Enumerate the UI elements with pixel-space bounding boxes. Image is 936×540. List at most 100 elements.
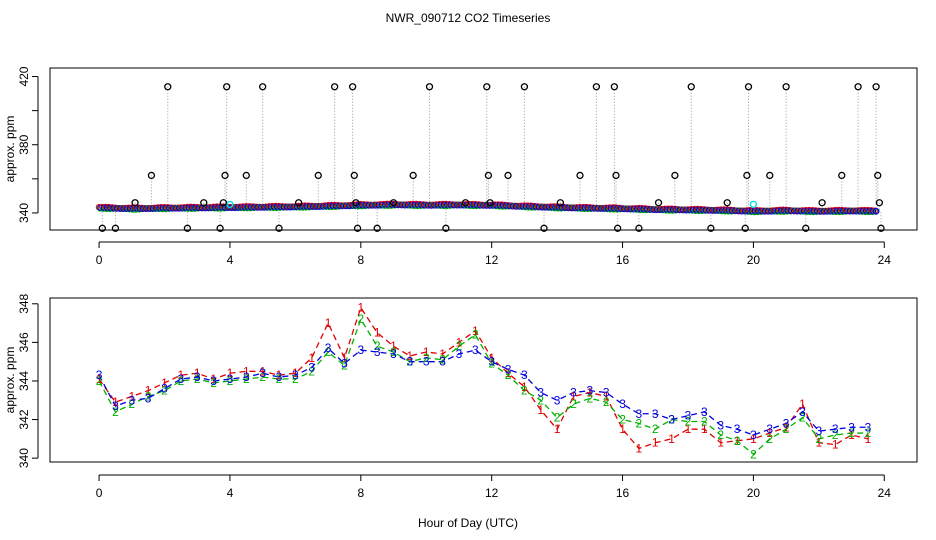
series-3-marker: 3 xyxy=(357,343,364,357)
baseline-point-blue xyxy=(872,207,880,215)
series-1-marker: 1 xyxy=(243,364,250,378)
series-3-marker: 3 xyxy=(701,405,708,419)
flagged-point xyxy=(723,199,731,207)
flagged-point xyxy=(183,224,192,232)
series-3-marker: 3 xyxy=(472,343,479,357)
flagged-point xyxy=(504,171,512,180)
flagged-point xyxy=(486,199,494,207)
series-3-marker: 3 xyxy=(652,407,659,421)
top-x-axis: 0 4 8 12 16 20 24 xyxy=(96,241,891,267)
series-2-marker: 2 xyxy=(636,416,643,430)
flagged-point xyxy=(442,224,450,232)
flagged-point xyxy=(216,224,224,232)
series-1-marker: 1 xyxy=(439,347,446,361)
flagged-point xyxy=(766,171,774,180)
series-2-marker: 2 xyxy=(816,432,823,446)
top-data-marks xyxy=(95,83,885,232)
series-3-marker: 3 xyxy=(112,399,119,413)
flagged-point xyxy=(654,199,663,207)
bottom-x-axis: 0 4 8 12 16 20 24 xyxy=(96,474,892,500)
bottom-plot-frame xyxy=(49,297,918,463)
flagged-point xyxy=(330,83,339,91)
flagged-point xyxy=(610,83,619,91)
series-2-marker: 2 xyxy=(407,355,414,369)
flagged-point xyxy=(556,199,565,207)
top-x-tick-label: 12 xyxy=(485,253,499,267)
flagged-point xyxy=(314,171,322,180)
series-2-marker: 2 xyxy=(537,393,544,407)
flagged-point xyxy=(219,199,228,207)
series-3-marker: 3 xyxy=(603,386,610,400)
series-2-marker: 2 xyxy=(652,422,659,436)
series-3-marker: 3 xyxy=(586,384,593,398)
series-3-marker: 3 xyxy=(194,370,201,384)
top-x-tick-label: 4 xyxy=(227,253,234,267)
series-2-marker: 2 xyxy=(603,395,610,409)
series-2-marker: 2 xyxy=(619,413,626,427)
series-1-marker: 1 xyxy=(227,366,234,380)
series-2-marker: 2 xyxy=(439,353,446,367)
series-3-marker: 3 xyxy=(407,355,414,369)
flagged-point xyxy=(520,83,529,91)
series-3-marker: 3 xyxy=(816,424,823,438)
series-3-marker: 3 xyxy=(96,368,103,382)
series-2-marker: 2 xyxy=(701,414,708,428)
top-y-tick-label: 420 xyxy=(17,66,31,86)
series-1-marker: 1 xyxy=(194,366,201,380)
cyan-point xyxy=(226,200,234,209)
flagged-point xyxy=(409,171,417,180)
series-3-marker: 3 xyxy=(390,347,397,361)
series-3-marker: 3 xyxy=(259,366,266,380)
flagged-point xyxy=(461,199,470,207)
series-3-marker: 3 xyxy=(243,370,250,384)
series-3-marker: 3 xyxy=(325,341,332,355)
bottom-x-tick-label: 24 xyxy=(878,486,892,500)
flagged-point xyxy=(98,224,106,232)
flagged-point xyxy=(352,199,360,207)
flagged-point xyxy=(741,224,749,232)
series-2-marker: 2 xyxy=(210,376,217,390)
series-1-marker: 1 xyxy=(603,389,610,403)
series-3-line xyxy=(98,347,868,436)
bottom-y-label: approx. ppm xyxy=(3,347,17,414)
bottom-y-tick-label: 344 xyxy=(17,371,31,391)
series-3-marker: 3 xyxy=(799,405,806,419)
series-1-marker: 1 xyxy=(832,438,839,452)
series-1-marker: 1 xyxy=(178,368,185,382)
flagged-point xyxy=(838,171,846,180)
bottom-y-axis: 340 342 344 346 348 xyxy=(17,293,39,468)
series-1-marker: 1 xyxy=(521,380,528,394)
flagged-point xyxy=(635,224,643,232)
series-3-marker: 3 xyxy=(750,428,757,442)
series-2-marker: 2 xyxy=(848,426,855,440)
series-1-marker: 1 xyxy=(570,389,577,403)
series-1-marker: 1 xyxy=(799,397,806,411)
series-2-marker: 2 xyxy=(423,351,430,365)
series-1-marker: 1 xyxy=(734,434,741,448)
series-2-marker: 2 xyxy=(750,447,757,461)
series-3-marker: 3 xyxy=(128,393,135,407)
series-2-marker: 2 xyxy=(292,372,299,386)
series-1-marker: 1 xyxy=(636,441,643,455)
series-3-marker: 3 xyxy=(619,397,626,411)
top-x-tick-label: 0 xyxy=(96,253,103,267)
flagged-point xyxy=(592,83,601,91)
series-2-marker: 2 xyxy=(521,384,528,398)
series-1-marker: 1 xyxy=(750,432,757,446)
series-2-marker: 2 xyxy=(685,414,692,428)
series-1-marker: 1 xyxy=(210,372,217,386)
flagged-point xyxy=(613,224,622,232)
series-1-line xyxy=(98,306,869,450)
series-3-marker: 3 xyxy=(374,345,381,359)
series-2-marker: 2 xyxy=(734,434,741,448)
series-1-marker: 1 xyxy=(325,316,332,330)
flagged-point xyxy=(373,224,381,232)
series-1-marker: 1 xyxy=(685,422,692,436)
flagged-point xyxy=(353,224,362,232)
series-1-marker: 1 xyxy=(717,436,724,450)
flagged-point xyxy=(221,171,229,180)
flagged-point xyxy=(875,199,884,207)
series-2-marker: 2 xyxy=(96,374,103,388)
series-2-marker: 2 xyxy=(178,374,185,388)
series-1-marker: 1 xyxy=(96,372,103,386)
